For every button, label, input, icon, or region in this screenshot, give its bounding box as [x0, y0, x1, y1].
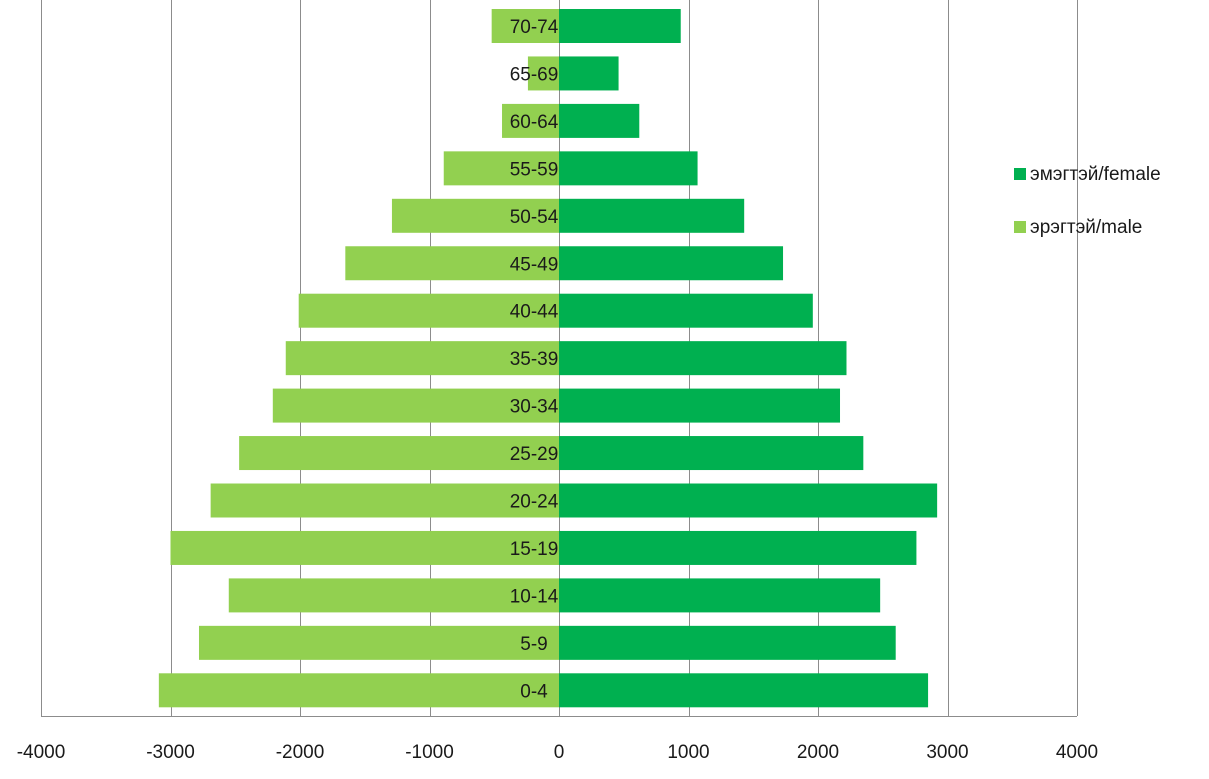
- bar-female-70-74: [559, 9, 681, 43]
- bar-female-30-34: [559, 388, 841, 423]
- category-label: 70-74: [510, 17, 559, 38]
- bar-female-35-39: [559, 341, 847, 376]
- bar-male-15-19: [170, 530, 559, 565]
- bar-female-15-19: [559, 530, 917, 565]
- category-label: 40-44: [510, 302, 559, 323]
- category-labels: 0-4 5-9 10-14 15-19 20-24 25-29 30-34 35-39 40-4…: [510, 17, 559, 702]
- bar-female-40-44: [559, 293, 813, 328]
- bar-male-30-34: [272, 388, 559, 423]
- bar-male-55-59: [443, 151, 559, 186]
- bar-female-5-9: [559, 625, 896, 660]
- x-axis: -4000 -3000 -2000 -1000 0 1000 2000 3000 4000: [17, 716, 1098, 763]
- category-label: 65-69: [510, 64, 559, 85]
- bar-female-10-14: [559, 578, 881, 613]
- bar-male-0-4: [158, 673, 559, 708]
- bar-male-60-64: [502, 103, 559, 138]
- x-tick-label: 1000: [667, 742, 709, 763]
- bar-male-65-69: [527, 56, 559, 91]
- bar-male-40-44: [298, 293, 559, 328]
- category-label: 15-19: [510, 539, 559, 560]
- category-label: 5-9: [520, 634, 547, 655]
- legend-swatch-male: [1014, 221, 1026, 233]
- bar-female-65-69: [559, 56, 619, 91]
- bar-female-0-4: [559, 673, 929, 708]
- x-tick-label: -2000: [276, 742, 325, 763]
- x-tick-label: -1000: [405, 742, 454, 763]
- x-tick-label: -3000: [146, 742, 195, 763]
- bar-female-20-24: [559, 483, 938, 518]
- bar-female-25-29: [559, 436, 864, 471]
- x-tick-label: 2000: [797, 742, 839, 763]
- category-label: 50-54: [510, 207, 559, 228]
- legend-label-male: эрэгтэй/male: [1030, 217, 1142, 238]
- category-label: 55-59: [510, 159, 559, 180]
- category-label: 60-64: [510, 112, 559, 133]
- bars: [158, 9, 938, 708]
- category-label: 45-49: [510, 254, 559, 275]
- bar-male-10-14: [228, 578, 559, 613]
- category-label: 20-24: [510, 492, 559, 513]
- x-tick-label: 3000: [926, 742, 968, 763]
- legend-swatch-female: [1014, 168, 1026, 180]
- category-label: 35-39: [510, 349, 559, 370]
- bar-male-35-39: [285, 341, 559, 376]
- x-tick-label: 4000: [1056, 742, 1098, 763]
- category-label: 0-4: [520, 681, 548, 702]
- bar-male-70-74: [491, 9, 559, 43]
- legend-label-female: эмэгтэй/female: [1030, 164, 1161, 185]
- category-label: 10-14: [510, 586, 559, 607]
- bar-male-45-49: [345, 246, 559, 281]
- bar-male-50-54: [391, 198, 559, 233]
- bar-female-45-49: [559, 246, 784, 281]
- x-tick-label: 0: [554, 742, 565, 763]
- category-label: 30-34: [510, 397, 559, 418]
- bar-female-50-54: [559, 198, 745, 233]
- legend: эмэгтэй/female эрэгтэй/male: [1014, 164, 1161, 238]
- category-label: 25-29: [510, 444, 559, 465]
- bar-male-25-29: [239, 436, 559, 471]
- bar-male-20-24: [210, 483, 559, 518]
- x-tick-label: -4000: [17, 742, 66, 763]
- bar-male-5-9: [198, 625, 560, 660]
- bar-female-55-59: [559, 151, 698, 186]
- bar-female-60-64: [559, 103, 640, 138]
